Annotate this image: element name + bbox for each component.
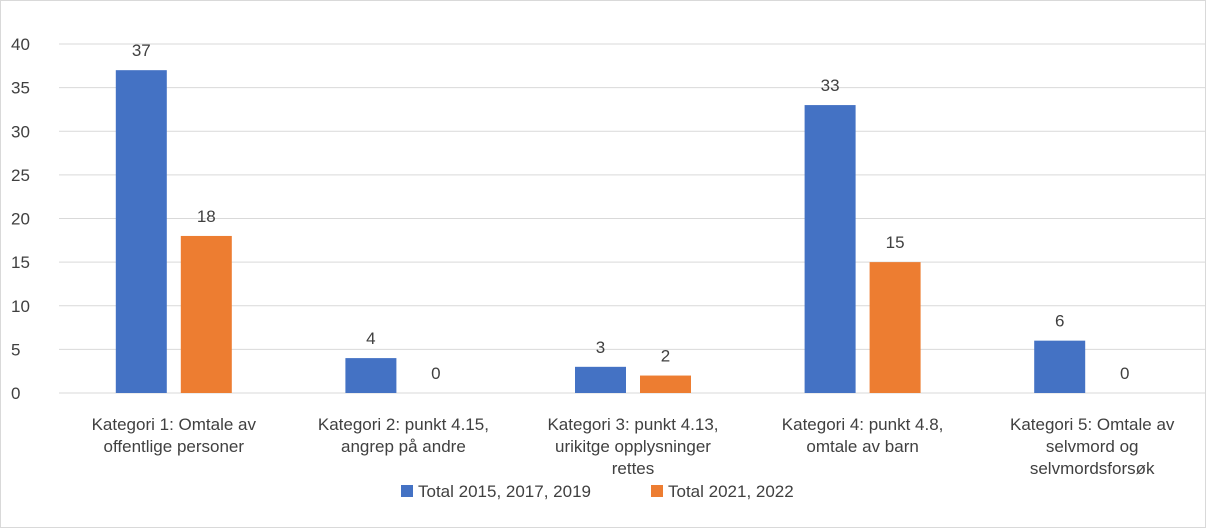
legend-label: Total 2021, 2022	[668, 482, 794, 501]
bar-series1	[1034, 340, 1086, 393]
y-tick-label: 30	[11, 122, 30, 141]
legend-swatch	[401, 485, 413, 497]
legend: Total 2015, 2017, 2019 Total 2021, 2022	[401, 482, 794, 501]
bar-series1	[345, 358, 397, 393]
y-tick-label: 5	[11, 340, 20, 359]
data-label: 0	[431, 364, 440, 383]
x-axis-categories: Kategori 1: Omtale av offentlige personer…	[92, 415, 1175, 478]
gridlines	[59, 43, 1206, 394]
y-tick-label: 15	[11, 253, 30, 272]
y-tick-label: 20	[11, 210, 30, 229]
x-category-label: Kategori 2: punkt 4.15, angrep på andre	[318, 415, 489, 456]
bar-series1	[804, 105, 856, 393]
y-tick-label: 10	[11, 297, 30, 316]
y-axis-ticks: 0 5 10 15 20 25 30 35 40	[11, 35, 30, 403]
x-category-label: Kategori 1: Omtale av offentlige personer	[92, 415, 257, 456]
data-label: 18	[197, 207, 216, 226]
x-category-label: Kategori 5: Omtale av selvmord og selvmord…	[1010, 415, 1175, 478]
y-tick-label: 40	[11, 35, 30, 54]
bar-series2	[640, 375, 691, 393]
bar-series2	[180, 235, 232, 393]
legend-label: Total 2015, 2017, 2019	[418, 482, 591, 501]
bar-series1	[115, 70, 167, 394]
x-category-label: Kategori 4: punkt 4.8, omtale av barn	[782, 415, 944, 456]
data-label: 4	[366, 329, 375, 348]
bars	[115, 70, 1086, 394]
y-tick-label: 35	[11, 79, 30, 98]
data-label: 0	[1120, 364, 1129, 383]
legend-swatch	[651, 485, 663, 497]
data-label: 15	[886, 233, 905, 252]
y-tick-label: 0	[11, 384, 20, 403]
data-label: 6	[1055, 312, 1064, 331]
data-label: 37	[132, 41, 151, 60]
data-labels: 37 18 4 0 3 2 33 15 6 0	[132, 41, 1130, 383]
y-tick-label: 25	[11, 166, 30, 185]
bar-series2	[869, 262, 921, 393]
x-category-label: Kategori 3: punkt 4.13, urikitge opplysni…	[547, 415, 718, 478]
bar-series1	[575, 366, 626, 393]
data-label: 3	[596, 338, 605, 357]
data-label: 2	[661, 347, 670, 366]
data-label: 33	[821, 76, 840, 95]
